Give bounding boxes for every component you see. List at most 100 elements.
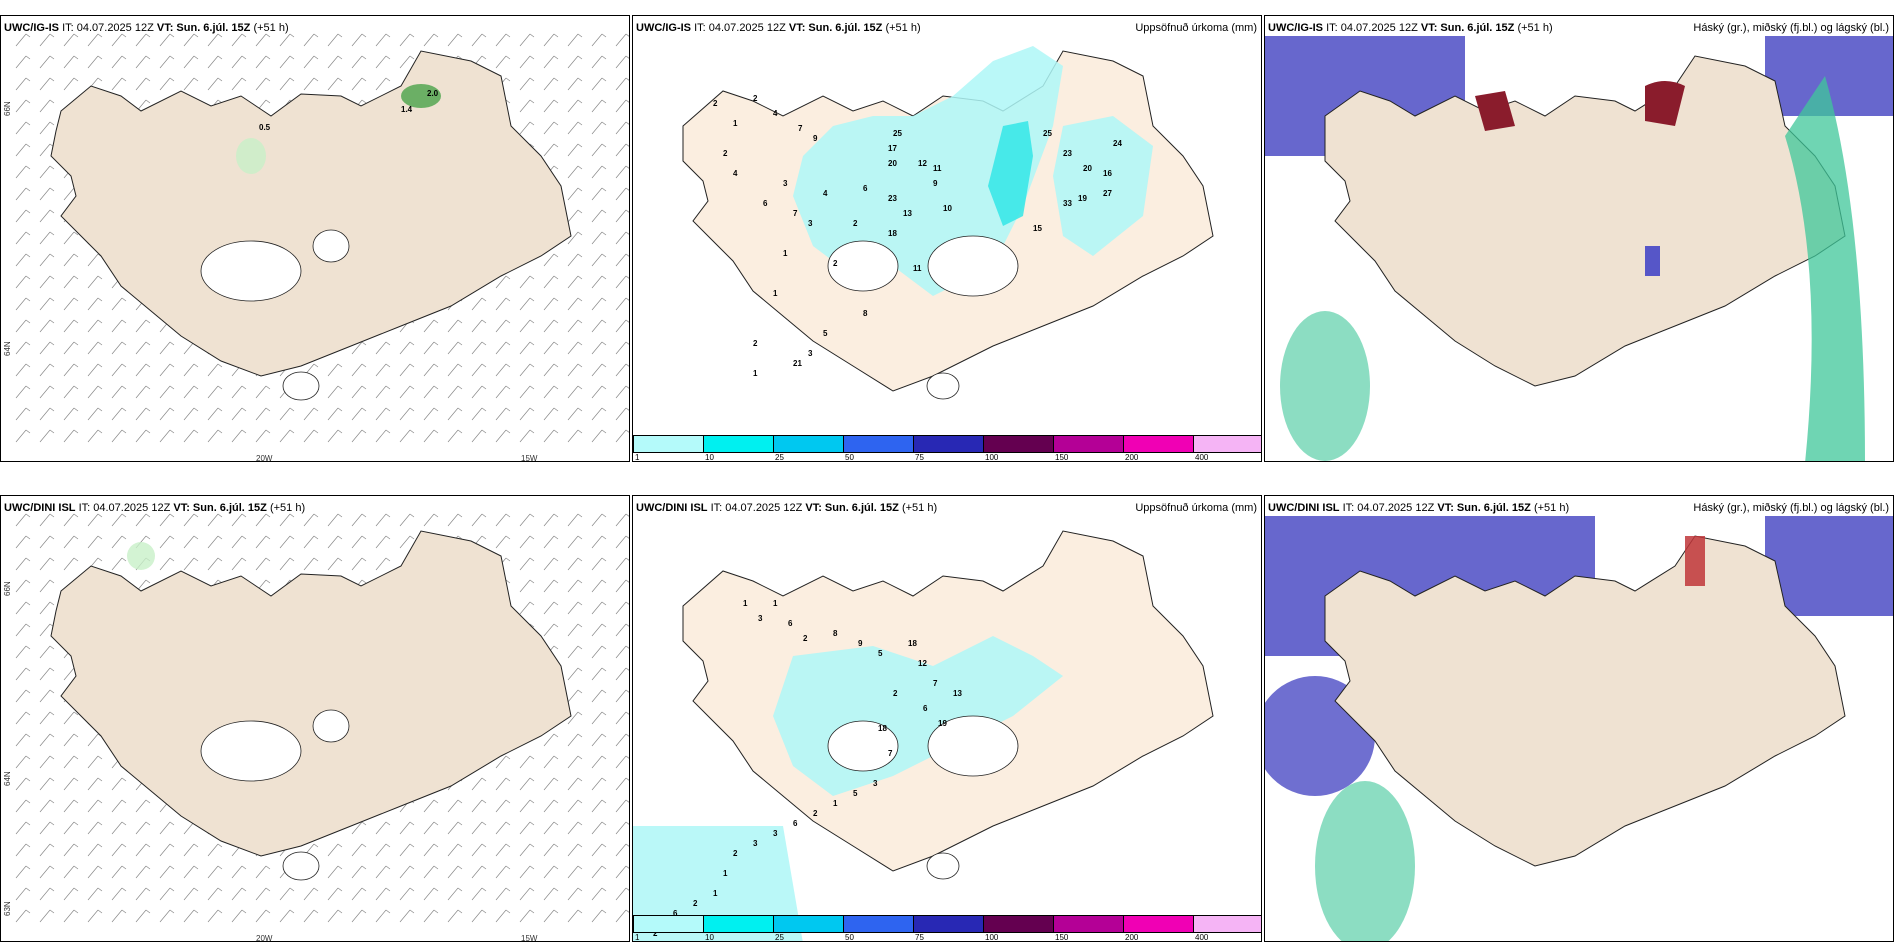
wind-barb [111, 513, 127, 527]
wind-barb [15, 579, 31, 593]
precip-value: 10 [943, 204, 952, 213]
wind-barb [159, 821, 175, 835]
wind-barb [351, 77, 367, 91]
precip-value: 6 [793, 819, 798, 828]
wind-barb [63, 865, 79, 879]
wind-barb [591, 799, 607, 813]
wind-barb [207, 843, 223, 857]
wind-barb [567, 821, 583, 835]
wind-barb [519, 601, 535, 615]
wind-barb [351, 407, 367, 421]
wind-barb [591, 341, 607, 355]
precip-value: 27 [1103, 189, 1112, 198]
wind-barb [327, 843, 343, 857]
legend-swatch [1193, 915, 1261, 933]
wind-barb [111, 363, 127, 377]
wind-barb [111, 341, 127, 355]
wind-barb [111, 887, 127, 901]
wind-barb [351, 55, 367, 69]
wind-barb [495, 363, 511, 377]
wind-barb [423, 429, 439, 443]
wind-barb [87, 319, 103, 333]
wind-barb [567, 33, 583, 47]
wind-barb [87, 55, 103, 69]
wind-barb [567, 187, 583, 201]
wind-barb [255, 33, 271, 47]
precip-value: 5 [823, 329, 828, 338]
mid-cloud [1645, 81, 1685, 126]
wind-barb [591, 99, 607, 113]
wind-barb [567, 667, 583, 681]
wind-barb [111, 55, 127, 69]
precip-value: 2 [693, 899, 698, 908]
precip-value: 4 [773, 109, 778, 118]
wind-barb [519, 275, 535, 289]
wind-barb [111, 799, 127, 813]
legend-swatch [1053, 915, 1123, 933]
wind-barb [543, 429, 559, 443]
wind-barb [375, 535, 391, 549]
wind-barb [375, 865, 391, 879]
wind-barb [543, 99, 559, 113]
wind-barb [615, 363, 629, 377]
wind-barb [591, 645, 607, 659]
panel-header: UWC/DINI ISL IT: 04.07.2025 12Z VT: Sun.… [4, 502, 306, 514]
wind-barb [615, 535, 629, 549]
wind-barb [183, 909, 199, 923]
precip-value: 3 [783, 179, 788, 188]
wind-barb [591, 231, 607, 245]
wind-barb [591, 143, 607, 157]
wind-barb [591, 667, 607, 681]
wind-barb [615, 623, 629, 637]
wind-barb [615, 689, 629, 703]
wind-barb [519, 535, 535, 549]
wind-barb [15, 319, 31, 333]
wind-barb [231, 407, 247, 421]
wind-barb [39, 275, 55, 289]
panel-title: Háský (gr.), miðský (fj.bl.) og lágský (… [1693, 502, 1889, 514]
wind-barb [183, 843, 199, 857]
wind-barb [567, 777, 583, 791]
legend-swatch [1123, 915, 1193, 933]
wind-barb [423, 33, 439, 47]
wind-barb [567, 121, 583, 135]
wind-barb [63, 275, 79, 289]
cloud-panel-2: UWC/DINI ISL IT: 04.07.2025 12Z VT: Sun.… [1264, 495, 1894, 942]
wind-barb [543, 275, 559, 289]
precip-value: 2 [803, 634, 808, 643]
wind-barb [399, 865, 415, 879]
wind-barb [135, 909, 151, 923]
wind-barb [447, 799, 463, 813]
wind-barb [39, 909, 55, 923]
wind-barb [111, 557, 127, 571]
wind-barb [15, 363, 31, 377]
wind-barb [15, 33, 31, 47]
wind-barb [423, 513, 439, 527]
wind-barb [15, 799, 31, 813]
wind-barb [207, 513, 223, 527]
wind-barb [327, 55, 343, 69]
low-cloud [1765, 516, 1893, 616]
wind-barb [519, 341, 535, 355]
precip-value: 11 [933, 164, 942, 173]
wind-barb [615, 231, 629, 245]
legend-tick: 50 [845, 453, 854, 462]
wind-barb [111, 865, 127, 879]
wind-barb [423, 319, 439, 333]
wind-barb [567, 843, 583, 857]
wind-barb [255, 865, 271, 879]
wind-barb [567, 799, 583, 813]
precip-value: 17 [888, 144, 897, 153]
wind-barb [39, 557, 55, 571]
wind-barb [39, 165, 55, 179]
precip-value: 19 [1078, 194, 1087, 203]
legend-tick: 50 [845, 933, 854, 942]
wind-barb [207, 363, 223, 377]
wind-barb [375, 407, 391, 421]
precip-value: 1 [723, 869, 728, 878]
wind-barb [567, 733, 583, 747]
wind-barb [39, 319, 55, 333]
wind-barb [39, 601, 55, 615]
wind-barb [615, 777, 629, 791]
wind-barb [495, 909, 511, 923]
